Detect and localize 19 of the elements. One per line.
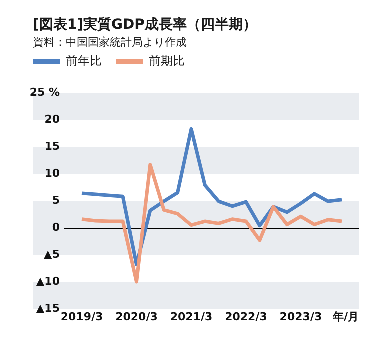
y-tick-label: 0 <box>52 220 60 234</box>
chart-subtitle: 資料：中国国家統計局より作成 <box>33 36 187 50</box>
x-tick-label: 2021/3 <box>170 310 213 324</box>
x-tick-label: 2023/3 <box>280 310 322 324</box>
chart-title: [図表1]実質GDP成長率（四半期） <box>33 16 257 34</box>
y-tick-label: 5 <box>52 194 60 207</box>
x-tick-label: 2019/3 <box>60 310 104 324</box>
x-tick-label: 2022/3 <box>225 310 268 324</box>
y-tick-label: 25 % <box>30 86 60 99</box>
y-tick-label: ▲5 <box>44 248 60 261</box>
y-tick-label: ▲10 <box>36 274 60 288</box>
x-axis-title: 年/月 <box>332 310 359 324</box>
legend-label: 前期比 <box>149 54 185 68</box>
y-tick-label: 10 <box>44 166 60 180</box>
y-tick-label: 15 <box>44 140 60 153</box>
y-tick-label: 20 <box>44 112 60 126</box>
x-tick-label: 2020/3 <box>116 310 158 324</box>
legend-label: 前年比 <box>66 54 102 68</box>
y-tick-label: ▲15 <box>36 302 60 315</box>
